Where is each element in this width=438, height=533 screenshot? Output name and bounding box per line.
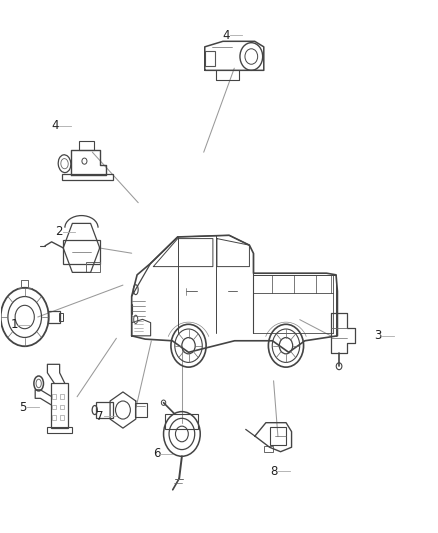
Bar	[60, 405, 64, 409]
Text: 7: 7	[96, 410, 103, 423]
Bar	[96, 402, 113, 418]
Bar	[52, 405, 56, 409]
Bar	[63, 240, 100, 264]
Text: 5: 5	[19, 401, 26, 414]
Bar	[166, 414, 198, 430]
Bar	[205, 51, 215, 66]
Bar	[52, 394, 56, 399]
Bar	[47, 311, 60, 324]
Bar	[47, 427, 72, 433]
Text: 4: 4	[51, 119, 58, 132]
Bar	[52, 415, 56, 420]
Bar	[59, 313, 63, 320]
Bar	[269, 427, 286, 445]
Text: 6: 6	[152, 447, 160, 460]
Text: 4: 4	[222, 29, 230, 42]
Bar	[51, 383, 68, 428]
Bar	[264, 446, 273, 451]
Text: 1: 1	[11, 319, 18, 332]
Bar	[79, 141, 94, 150]
Text: 8: 8	[271, 465, 278, 478]
Bar	[135, 403, 147, 417]
Text: 3: 3	[374, 329, 381, 342]
Bar	[60, 415, 64, 420]
Text: 2: 2	[55, 225, 63, 238]
Bar	[86, 262, 100, 272]
Bar	[63, 174, 113, 180]
Bar	[60, 394, 64, 399]
